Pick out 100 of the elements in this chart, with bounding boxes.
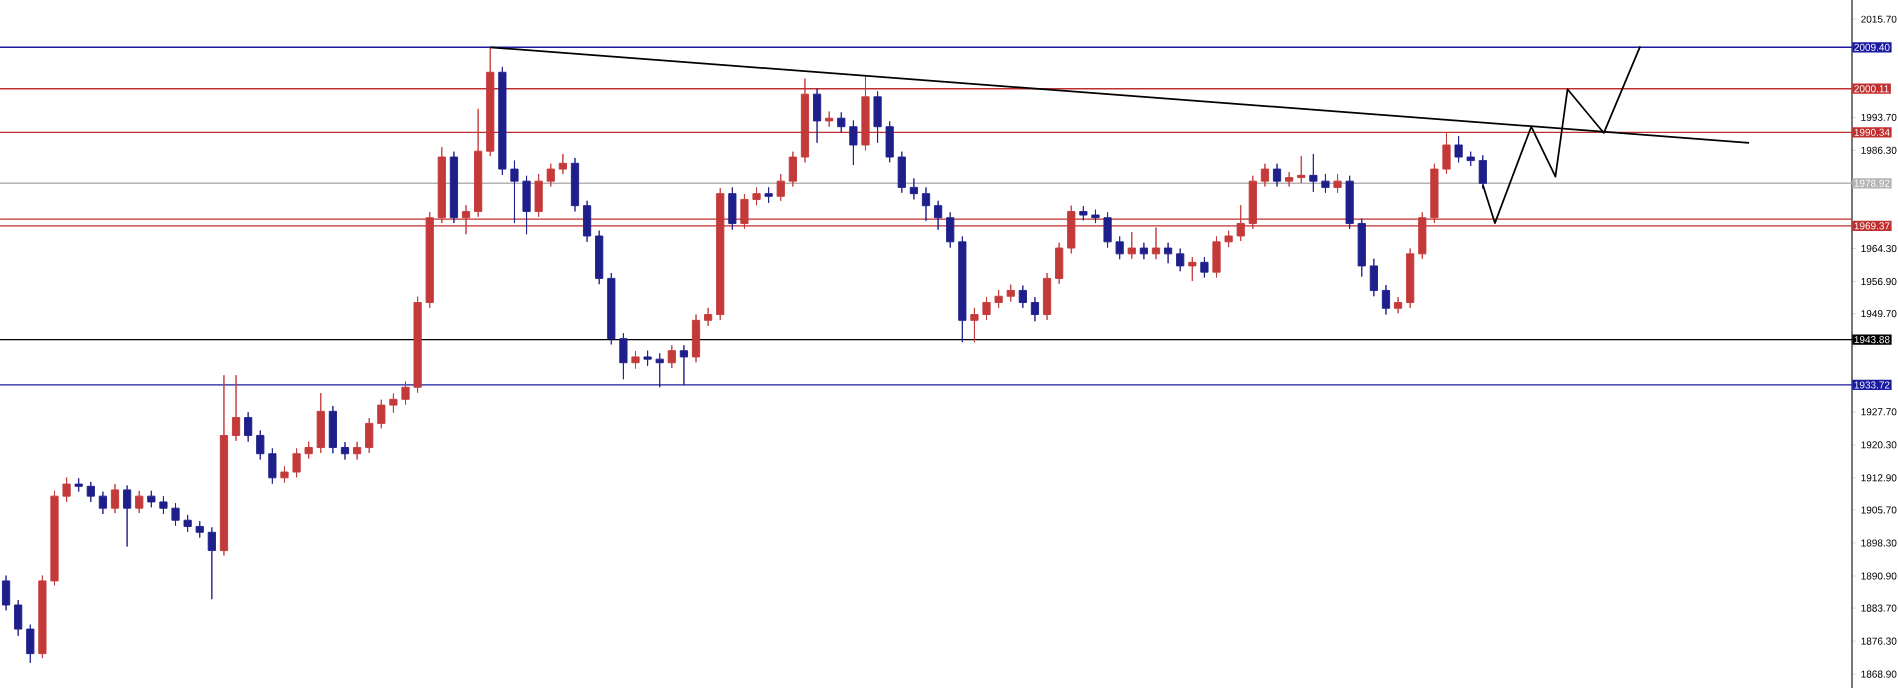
candlestick [679,344,689,386]
candlestick [510,160,519,224]
candlestick [1381,284,1391,316]
candlestick [340,441,350,461]
candlestick [776,173,785,202]
candlestick [26,624,35,664]
y-tick-label: 1898.30 [1861,539,1897,547]
candlestick [546,163,555,187]
candlestick [1188,256,1197,282]
candlestick [619,332,628,380]
ref-line-label: 1978.92 [1854,179,1890,187]
candlestick [958,235,967,343]
candlestick [268,447,277,485]
candlestick [825,111,834,128]
candlestick [849,119,858,166]
y-tick-label: 2015.70 [1861,15,1897,23]
y-tick-label: 1912.90 [1861,474,1897,482]
ref-line-label: 1943.88 [1854,336,1890,344]
candlestick [946,211,955,249]
y-tick-label: 1956.90 [1861,277,1897,286]
candlestick [970,307,979,343]
y-tick-label: 1927.70 [1861,408,1897,416]
candlestick [413,296,422,394]
candlestick [1176,248,1185,272]
candlestick [1018,285,1027,309]
candlestick [607,272,616,345]
candlestick [171,502,180,527]
ref-line-label: 2009.40 [1854,43,1890,51]
candlestick [522,175,531,235]
candlestick [1055,242,1064,285]
candlestick [752,186,761,206]
candlestick [304,441,313,460]
candlestick [1478,154,1487,190]
y-tick-label: 1920.30 [1861,441,1897,449]
candlestick [377,399,386,429]
candlestick [110,483,120,514]
candlestick [498,66,507,176]
candlestick [316,392,325,454]
candlestick [1454,135,1463,163]
y-tick-label: 1876.30 [1861,637,1897,645]
y-tick-label: 1883.70 [1861,604,1897,612]
candlestick [1127,231,1136,260]
ref-line-label: 1933.72 [1854,381,1890,389]
y-tick-label: 1993.70 [1861,113,1897,121]
candlestick [219,374,229,556]
candlestick [1393,296,1403,314]
candlestick [764,186,773,204]
candlestick [934,200,943,231]
candlestick [1333,173,1342,194]
candlestick [14,599,23,637]
candlestick [921,186,931,222]
candlestick [1321,173,1330,194]
candlestick [147,490,156,508]
candlestick [231,374,241,442]
candlestick [62,476,71,503]
candlestick [1139,242,1148,260]
candlestick [1272,163,1282,187]
candlestick [1,575,11,611]
candlestick [123,484,132,548]
candlestick [909,177,918,200]
ref-line-label: 1990.34 [1854,128,1890,136]
candlestick [195,520,204,539]
candlestick [183,514,192,533]
candlestick [1357,218,1366,278]
candlestick [885,120,894,163]
candlestick [1285,171,1294,187]
candlestick [1042,272,1052,321]
y-tick-label: 1986.30 [1861,146,1897,154]
candlestick [1079,205,1088,221]
candlestick [631,350,640,369]
candlestick [50,490,59,586]
y-tick-label: 1868.90 [1861,670,1897,678]
candlestick [292,447,301,478]
candlestick [1091,209,1100,224]
candlestick [1369,258,1378,297]
y-tick-label: 1890.90 [1861,572,1897,580]
ref-line-label: 2000.11 [1854,85,1889,93]
candlestick [1006,284,1015,303]
candlestick [1224,230,1233,248]
candlestick [1406,248,1415,309]
candlestick [982,296,991,321]
candlestick [159,495,168,515]
candlestick [1115,235,1124,260]
candlestick [389,393,398,414]
candlestick [595,230,604,285]
candlestick [207,526,216,600]
candlestick [667,344,676,369]
y-tick-label: 1964.30 [1861,244,1897,253]
candlestick [837,111,846,133]
candlestick [1030,296,1040,322]
candlestick [655,352,664,388]
candlestick [256,430,265,461]
candlestick [1212,235,1221,278]
candlestick [788,151,797,187]
candlestick [1309,153,1318,193]
candlestick [353,441,362,461]
candlestick [873,90,882,144]
candlestick [1345,175,1354,230]
candlestick [728,186,737,231]
candlestick [449,151,459,224]
